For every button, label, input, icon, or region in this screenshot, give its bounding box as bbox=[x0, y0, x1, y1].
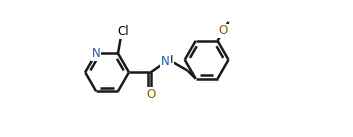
Text: O: O bbox=[146, 88, 155, 101]
Text: N: N bbox=[161, 55, 170, 68]
Text: N: N bbox=[92, 47, 101, 60]
Text: H: H bbox=[164, 55, 173, 65]
Text: O: O bbox=[219, 24, 228, 37]
Text: Cl: Cl bbox=[117, 25, 128, 38]
